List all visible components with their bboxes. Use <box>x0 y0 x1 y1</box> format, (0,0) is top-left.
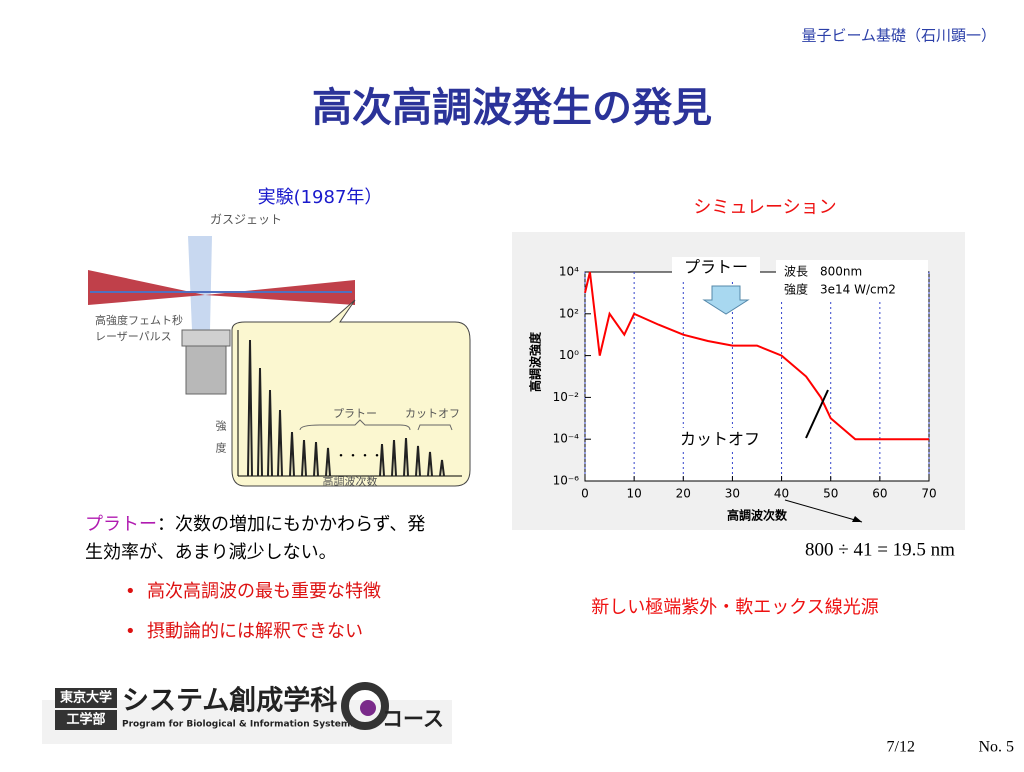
dots: ・・・・ <box>335 449 383 463</box>
simulation-caption: シミュレーション <box>693 197 836 218</box>
equation-pointer <box>784 499 863 523</box>
logo-course: コース <box>382 707 444 731</box>
legend-text: 波長 800nm <box>784 265 862 279</box>
x-tick-label: 40 <box>774 487 789 501</box>
y-tick-label: 10⁴ <box>559 265 579 279</box>
source-note: 新しい極端紫外・軟エックス線光源 <box>591 597 878 618</box>
experiment-caption: 実験(1987年） <box>258 187 383 208</box>
cutoff-pointer <box>805 389 829 439</box>
y-tick-label: 10² <box>559 306 579 320</box>
annotation-bg <box>672 257 760 279</box>
note-line: 生効率が、あまり減少しない。 <box>85 542 337 563</box>
logo-univ: 東京大学 <box>60 690 112 706</box>
y-axis-label: 高調波強度 <box>528 331 543 392</box>
annotation-bg <box>667 428 773 452</box>
arrowhead <box>852 516 862 522</box>
legend-text: 強度 3e14 W/cm2 <box>784 282 896 297</box>
plateau-label: プラトー <box>333 407 377 420</box>
cutoff-label: カットオフ <box>405 407 460 420</box>
title: 高次高調波発生の発見 <box>312 85 712 131</box>
logo-faculty: 工学部 <box>66 712 105 728</box>
detector-cap <box>181 329 231 347</box>
panel-x-label: 高調波次数 <box>323 474 378 488</box>
logo-box <box>55 688 117 708</box>
note-term: プラトー <box>85 514 157 535</box>
plateau-annotation: プラトー <box>684 258 748 277</box>
page-count: 7/12 <box>887 739 915 756</box>
plateau-arrow <box>702 285 750 315</box>
x-axis-label: 高調波次数 <box>727 508 788 523</box>
braces <box>299 419 453 431</box>
logo: 東京大学 工学部 システム創成学科 Program for Biological… <box>42 682 452 744</box>
bullet: • <box>125 581 136 602</box>
bullet-text: 高次高調波の最も重要な特徴 <box>147 581 381 602</box>
gas-jet <box>188 236 212 330</box>
intensity-label: 強 度 <box>214 420 227 454</box>
y-tick-label: 10⁻² <box>553 390 580 404</box>
logo-dot <box>360 700 376 716</box>
spectrum-line <box>584 271 929 441</box>
y-tick-label: 10⁰ <box>559 348 579 362</box>
logo-dept: システム創成学科 <box>122 685 337 717</box>
y-tick-label: 10⁻⁶ <box>553 474 580 488</box>
gas-jet-label: ガスジェット <box>210 213 282 227</box>
logo-box <box>55 710 117 730</box>
x-tick-label: 60 <box>872 487 887 501</box>
legend-box <box>776 260 928 302</box>
bullet: • <box>125 621 136 642</box>
course-name: 量子ビーム基礎（石川顕一） <box>801 27 996 45</box>
note-definition: ：次数の増加にもかかわらず、発 <box>157 514 425 535</box>
laser-label: 高強度フェムト秒 <box>95 313 183 327</box>
peaks <box>247 339 445 477</box>
note-line: プラトー：次数の増加にもかかわらず、発 <box>85 514 425 535</box>
equation: 800 ÷ 41 = 19.5 nm <box>805 539 955 560</box>
x-tick-label: 30 <box>725 487 740 501</box>
bullet-text: 摂動論的には解釈できない <box>147 621 363 642</box>
x-tick-label: 10 <box>627 487 642 501</box>
x-tick-label: 0 <box>581 487 589 501</box>
logo-program: Program for Biological & Information Sys… <box>122 720 356 730</box>
cutoff-annotation: カットオフ <box>680 430 760 449</box>
laser-label: レーザーパルス <box>95 330 172 343</box>
illustration: ・・・・ <box>88 236 471 487</box>
x-tick-label: 70 <box>921 487 936 501</box>
beam-in <box>88 270 205 305</box>
x-tick-label: 50 <box>823 487 838 501</box>
slide-number: No. 5 <box>978 739 1014 756</box>
logo-c <box>341 682 389 730</box>
x-tick-label: 20 <box>676 487 691 501</box>
y-tick-label: 10⁻⁴ <box>553 432 580 446</box>
